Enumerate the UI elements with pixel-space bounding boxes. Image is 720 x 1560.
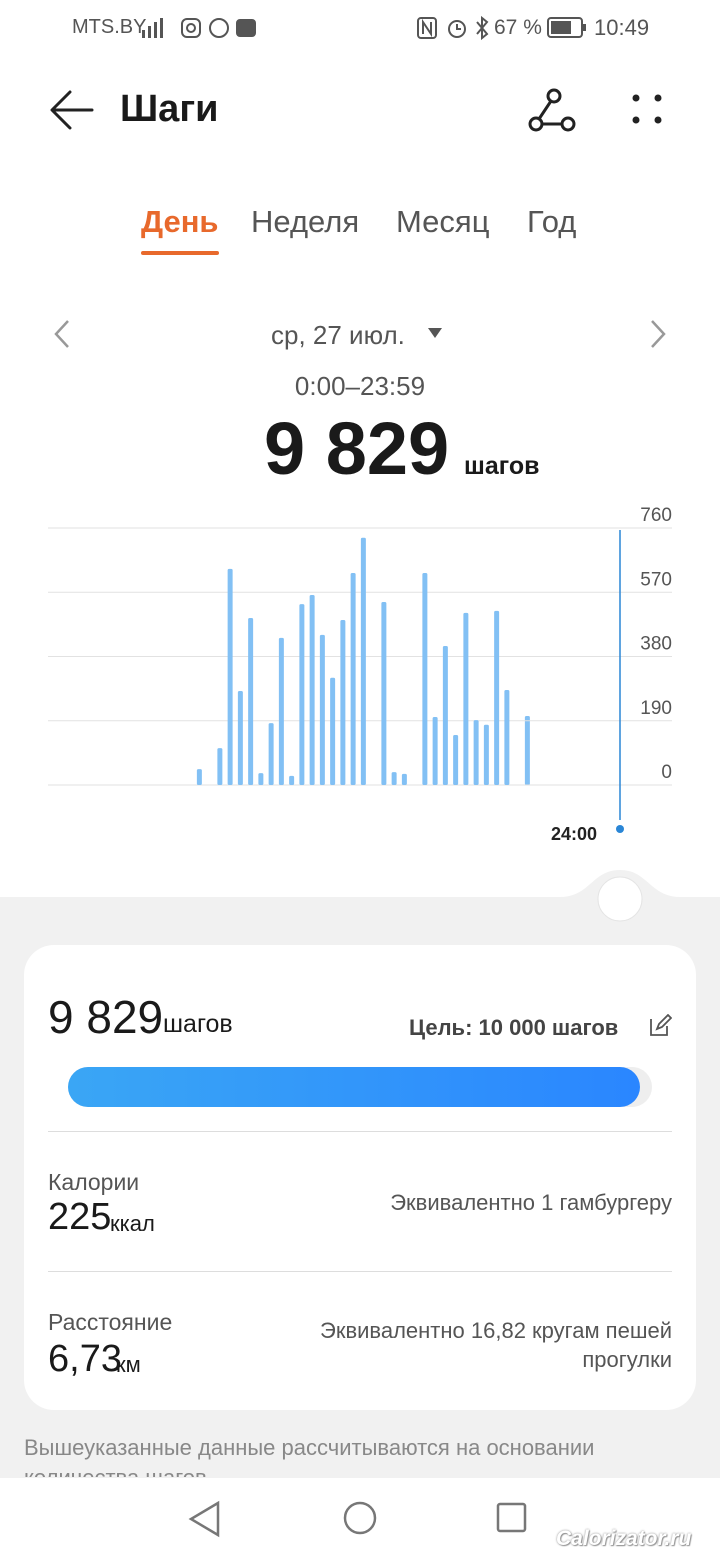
bar <box>494 610 500 785</box>
cursor-dot <box>616 825 624 833</box>
distance-label: Расстояние <box>48 1309 173 1335</box>
summary-card <box>24 945 696 1410</box>
bar <box>463 612 469 785</box>
edit-goal[interactable] <box>648 1014 672 1038</box>
battery-icon <box>547 17 586 38</box>
steps-chart: 01903805707600:006:0012:0018:0024:00 <box>48 505 672 844</box>
clock: 10:49 <box>594 15 650 40</box>
bar <box>442 646 448 785</box>
divider <box>48 1271 672 1272</box>
page-title: Шаги <box>120 88 219 130</box>
summary-unit: шагов <box>163 1010 233 1038</box>
bar <box>391 772 397 785</box>
bar <box>319 634 325 785</box>
nav-home[interactable] <box>343 1501 377 1535</box>
calories-unit: ккал <box>110 1211 155 1236</box>
distance-unit: км <box>116 1352 141 1377</box>
date-dropdown[interactable] <box>427 327 443 339</box>
progress-bar <box>68 1067 641 1107</box>
bar <box>268 723 274 785</box>
status-icons-right <box>417 15 489 41</box>
total-unit: шагов <box>464 452 540 480</box>
goal: Цель: 10 000 шагов <box>409 1015 619 1040</box>
nav-bar <box>0 1478 720 1560</box>
progress-track <box>68 1067 652 1107</box>
carrier: MTS.BY <box>72 16 147 38</box>
bar <box>524 716 530 785</box>
bar <box>278 637 284 785</box>
y-tick-label: 570 <box>640 569 672 590</box>
divider <box>48 1131 672 1132</box>
back-button[interactable] <box>46 86 98 134</box>
bar <box>330 677 336 785</box>
footnote: Вышеуказанные данные рассчитываются на о… <box>24 1435 595 1477</box>
nav-buttons <box>188 1500 527 1538</box>
bar <box>473 720 479 785</box>
status-icons-left <box>142 18 256 38</box>
date-selector[interactable]: ср, 27 июл. <box>271 320 405 350</box>
bar <box>299 604 305 785</box>
calories-value: 225 <box>48 1196 112 1238</box>
nav-back[interactable] <box>188 1500 220 1538</box>
distance-note: Эквивалентно 16,82 кругам пешей прогулки <box>320 1318 672 1372</box>
bar <box>504 689 510 785</box>
battery-level: 67 % <box>494 16 542 39</box>
calories-label: Калории <box>48 1169 140 1195</box>
bar <box>309 594 315 785</box>
bar <box>217 748 223 785</box>
tab-day[interactable]: День <box>141 204 219 239</box>
bar <box>483 724 489 785</box>
bar <box>237 690 243 785</box>
bar <box>227 568 233 785</box>
time-range: 0:00–23:59 <box>294 371 426 401</box>
prev-day[interactable] <box>50 318 74 350</box>
bar <box>432 717 438 785</box>
y-tick-label: 760 <box>640 505 672 526</box>
bar <box>381 602 387 785</box>
bar <box>453 734 459 785</box>
more-button[interactable] <box>628 90 668 130</box>
calories-note: Эквивалентно 1 гамбургеру <box>390 1190 672 1215</box>
bar <box>360 537 366 785</box>
bar <box>422 572 428 785</box>
cursor-label: 24:00 <box>551 824 597 844</box>
bar <box>340 619 346 785</box>
tab-year[interactable]: Год <box>527 204 577 239</box>
y-tick-label: 0 <box>661 762 672 783</box>
route-button[interactable] <box>526 86 578 134</box>
bar <box>196 769 202 785</box>
y-tick-label: 190 <box>640 698 672 719</box>
summary-steps: 9 829 <box>48 991 164 1043</box>
tab-week[interactable]: Неделя <box>251 204 360 239</box>
bar <box>401 773 407 785</box>
distance-value: 6,73 <box>48 1338 122 1380</box>
bar <box>248 617 254 785</box>
bar <box>289 775 295 785</box>
y-tick-label: 380 <box>640 634 672 655</box>
bar <box>258 773 264 785</box>
bar <box>350 572 356 785</box>
tab-month[interactable]: Месяц <box>396 204 490 239</box>
next-day[interactable] <box>646 318 670 350</box>
total-steps: 9 829 <box>264 407 450 490</box>
nav-recent[interactable] <box>496 1502 527 1533</box>
tab-indicator <box>141 251 219 255</box>
watermark: Calorizator.ru <box>556 1527 692 1550</box>
